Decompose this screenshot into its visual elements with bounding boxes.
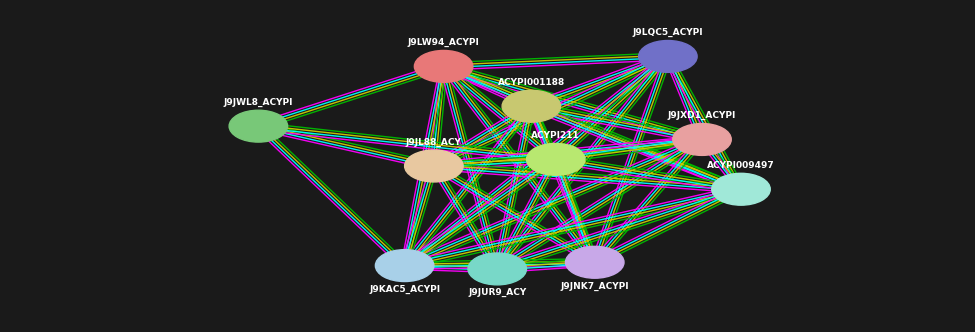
Text: J9JL88_ACY: J9JL88_ACY bbox=[406, 137, 462, 147]
Ellipse shape bbox=[673, 124, 731, 155]
Ellipse shape bbox=[375, 250, 434, 282]
Text: J9JNK7_ACYPI: J9JNK7_ACYPI bbox=[561, 282, 629, 291]
Ellipse shape bbox=[229, 110, 288, 142]
Ellipse shape bbox=[502, 90, 561, 122]
Text: J9LQC5_ACYPI: J9LQC5_ACYPI bbox=[633, 28, 703, 37]
Text: J9LW94_ACYPI: J9LW94_ACYPI bbox=[408, 38, 480, 47]
Ellipse shape bbox=[566, 246, 624, 278]
Ellipse shape bbox=[639, 41, 697, 72]
Text: ACYPI009497: ACYPI009497 bbox=[707, 161, 775, 170]
Ellipse shape bbox=[526, 143, 585, 175]
Text: J9JWL8_ACYPI: J9JWL8_ACYPI bbox=[223, 98, 293, 107]
Ellipse shape bbox=[468, 253, 526, 285]
Text: J9KAC5_ACYPI: J9KAC5_ACYPI bbox=[370, 285, 440, 294]
Ellipse shape bbox=[405, 150, 463, 182]
Text: ACYPI211: ACYPI211 bbox=[531, 131, 580, 140]
Ellipse shape bbox=[712, 173, 770, 205]
Text: J9JUR9_ACY: J9JUR9_ACY bbox=[468, 288, 526, 297]
Ellipse shape bbox=[414, 50, 473, 82]
Text: ACYPI001188: ACYPI001188 bbox=[498, 78, 565, 87]
Text: J9JXD1_ACYPI: J9JXD1_ACYPI bbox=[668, 111, 736, 120]
